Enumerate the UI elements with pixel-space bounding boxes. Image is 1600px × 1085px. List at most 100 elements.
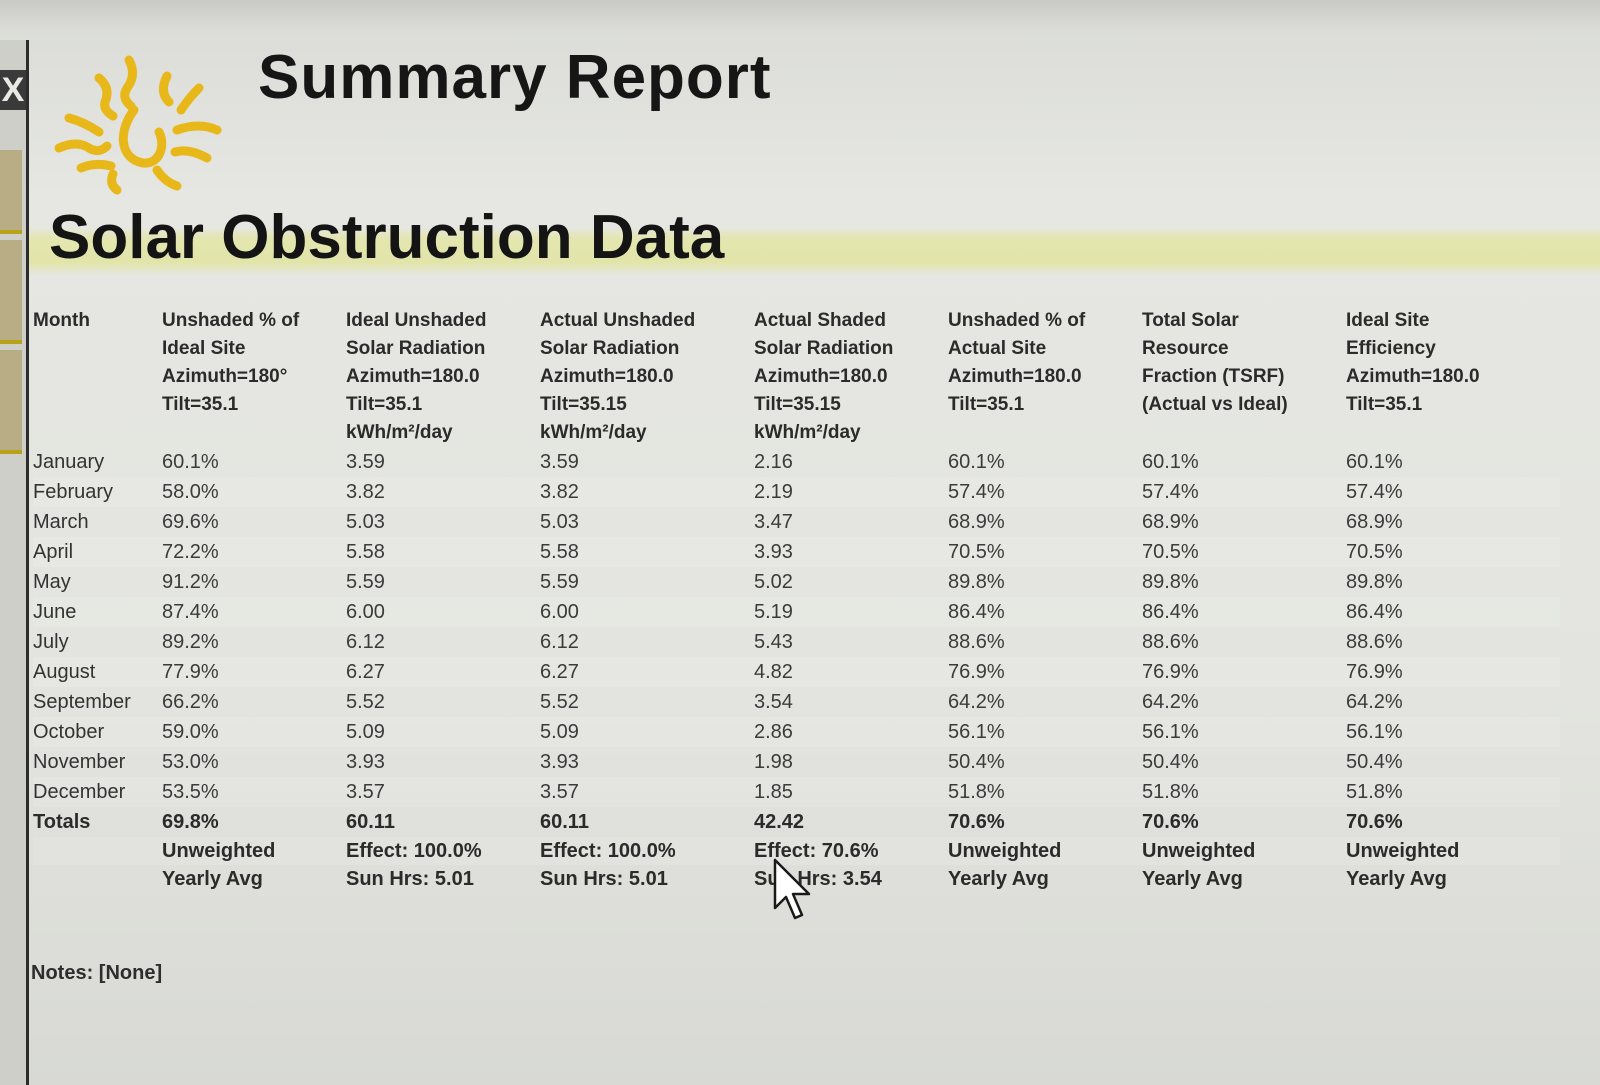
column-header-actual-shaded-radiation: Actual Shaded Solar Radiation Azimuth=180… — [754, 310, 894, 443]
table-row: September 66.2% 5.52 5.52 3.54 64.2% 64.2% 64.2… — [33, 687, 1560, 717]
table-cell: 3.93 — [346, 751, 385, 773]
column-header-month: Month — [33, 310, 90, 331]
section-title: Solar Obstruction Data — [49, 203, 725, 272]
table-cell: 6.12 — [540, 631, 579, 653]
sun-logo-icon — [54, 55, 222, 195]
row-label: May — [33, 571, 71, 593]
table-cell: Effect: 100.0% — [346, 837, 540, 865]
row-label — [33, 837, 162, 865]
column-header-unshaded-pct-actual: Unshaded % of Actual Site Azimuth=180.0 Ti… — [948, 310, 1086, 415]
column-header-tsrf: Total Solar Resource Fraction (TSRF) (Actu… — [1142, 310, 1288, 415]
table-cell: 89.2% — [162, 631, 219, 653]
table-cell: 70.6% — [1346, 811, 1403, 833]
table-cell: 57.4% — [948, 477, 1142, 507]
table-cell: 56.1% — [1142, 717, 1346, 747]
table-cell: Yearly Avg — [1346, 868, 1447, 890]
table-cell: Yearly Avg — [162, 868, 263, 890]
table-cell: 51.8% — [1346, 777, 1560, 807]
row-label: September — [33, 691, 131, 713]
table-cell: 60.1% — [948, 451, 1005, 473]
report-title: Summary Report — [258, 43, 772, 112]
side-tab-3[interactable] — [0, 350, 22, 454]
table-cell: 70.5% — [1346, 537, 1560, 567]
table-cell: 91.2% — [162, 571, 219, 593]
table-cell: 68.9% — [948, 511, 1005, 533]
table-cell: 64.2% — [1142, 691, 1199, 713]
table-cell: 89.8% — [1346, 571, 1403, 593]
side-tab-1[interactable] — [0, 150, 22, 234]
table-cell: Sun Hrs: 5.01 — [346, 868, 474, 890]
table-cell: 5.02 — [754, 571, 793, 593]
table-row: July 89.2% 6.12 6.12 5.43 88.6% 88.6% 88.6% — [33, 627, 1560, 657]
table-cell: 64.2% — [1346, 691, 1403, 713]
table-cell: 86.4% — [1142, 597, 1346, 627]
table-cell: 76.9% — [1142, 657, 1346, 687]
table-cell: 57.4% — [1346, 477, 1560, 507]
notes-text: Notes: [None] — [31, 962, 163, 984]
table-cell: 87.4% — [162, 597, 346, 627]
table-cell: Unweighted — [948, 837, 1142, 865]
table-cell: 3.57 — [346, 777, 540, 807]
table-row: May 91.2% 5.59 5.59 5.02 89.8% 89.8% 89.8% — [33, 567, 1560, 597]
table-cell: 88.6% — [948, 631, 1005, 653]
table-row: February 58.0% 3.82 3.82 2.19 57.4% 57.4% 57.4% — [33, 477, 1560, 507]
report-page: Summary Report Solar Obstruction Data Mo… — [29, 22, 1600, 1085]
table-cell: 3.93 — [540, 751, 579, 773]
table-cell: 1.85 — [754, 777, 948, 807]
table-cell: Unweighted — [1346, 837, 1560, 865]
table-cell: 60.11 — [346, 811, 395, 833]
table-cell: 69.8% — [162, 811, 219, 833]
table-cell: 5.43 — [754, 631, 793, 653]
table-cell: 5.52 — [346, 691, 385, 713]
table-cell: Yearly Avg — [948, 868, 1049, 890]
table-cell: 6.12 — [346, 631, 385, 653]
column-header-ideal-site-efficiency: Ideal Site Efficiency Azimuth=180.0 Tilt=3… — [1346, 310, 1480, 415]
table-cell: Yearly Avg — [1142, 868, 1243, 890]
table-cell: 70.6% — [1142, 811, 1199, 833]
table-cell: 88.6% — [1142, 631, 1199, 653]
table-cell: 60.1% — [162, 451, 219, 473]
table-cell: 56.1% — [1346, 717, 1560, 747]
table-cell: 5.19 — [754, 597, 948, 627]
totals-row: Totals 69.8% 60.11 60.11 42.42 70.6% 70.6% 70.6… — [33, 807, 1560, 837]
table-cell: 76.9% — [948, 657, 1142, 687]
table-cell: 4.82 — [754, 657, 948, 687]
side-tab-2[interactable] — [0, 240, 22, 344]
close-button[interactable]: X — [0, 70, 26, 110]
table-cell: 86.4% — [948, 597, 1142, 627]
table-cell: 50.4% — [1346, 751, 1403, 773]
table-cell: 3.82 — [540, 477, 754, 507]
row-label: October — [33, 717, 162, 747]
table-row: January 60.1% 3.59 3.59 2.16 60.1% 60.1% 60.1% — [33, 447, 1560, 477]
table-row: November 53.0% 3.93 3.93 1.98 50.4% 50.4% 50.4% — [33, 747, 1560, 777]
table-cell: 68.9% — [1346, 511, 1403, 533]
table-cell: 42.42 — [754, 811, 805, 833]
table-cell: 6.27 — [346, 657, 540, 687]
table-cell: 53.5% — [162, 777, 346, 807]
table-cell: 59.0% — [162, 717, 346, 747]
table-cell: 1.98 — [754, 751, 793, 773]
row-label: February — [33, 477, 162, 507]
row-label — [33, 865, 162, 893]
table-cell: 70.5% — [948, 537, 1142, 567]
table-cell: 2.19 — [754, 477, 948, 507]
row-label: April — [33, 537, 162, 567]
table-cell: 50.4% — [948, 751, 1005, 773]
row-label: January — [33, 451, 105, 473]
table-cell: 3.59 — [346, 451, 385, 473]
row-label: June — [33, 597, 162, 627]
table-cell: 3.57 — [540, 777, 754, 807]
table-cell: 89.8% — [948, 571, 1005, 593]
table-cell: 66.2% — [162, 691, 219, 713]
table-cell: 56.1% — [948, 717, 1142, 747]
table-cell: 51.8% — [948, 777, 1142, 807]
row-label: Totals — [33, 811, 91, 833]
table-cell: Effect: 70.6% — [754, 837, 948, 865]
table-cell: 86.4% — [1346, 597, 1560, 627]
table-cell: 3.54 — [754, 691, 793, 713]
table-cell: 57.4% — [1142, 477, 1346, 507]
table-cell: 5.09 — [540, 717, 754, 747]
table-cell: 6.27 — [540, 657, 754, 687]
table-cell: 68.9% — [1142, 511, 1199, 533]
table-cell: 69.6% — [162, 511, 219, 533]
